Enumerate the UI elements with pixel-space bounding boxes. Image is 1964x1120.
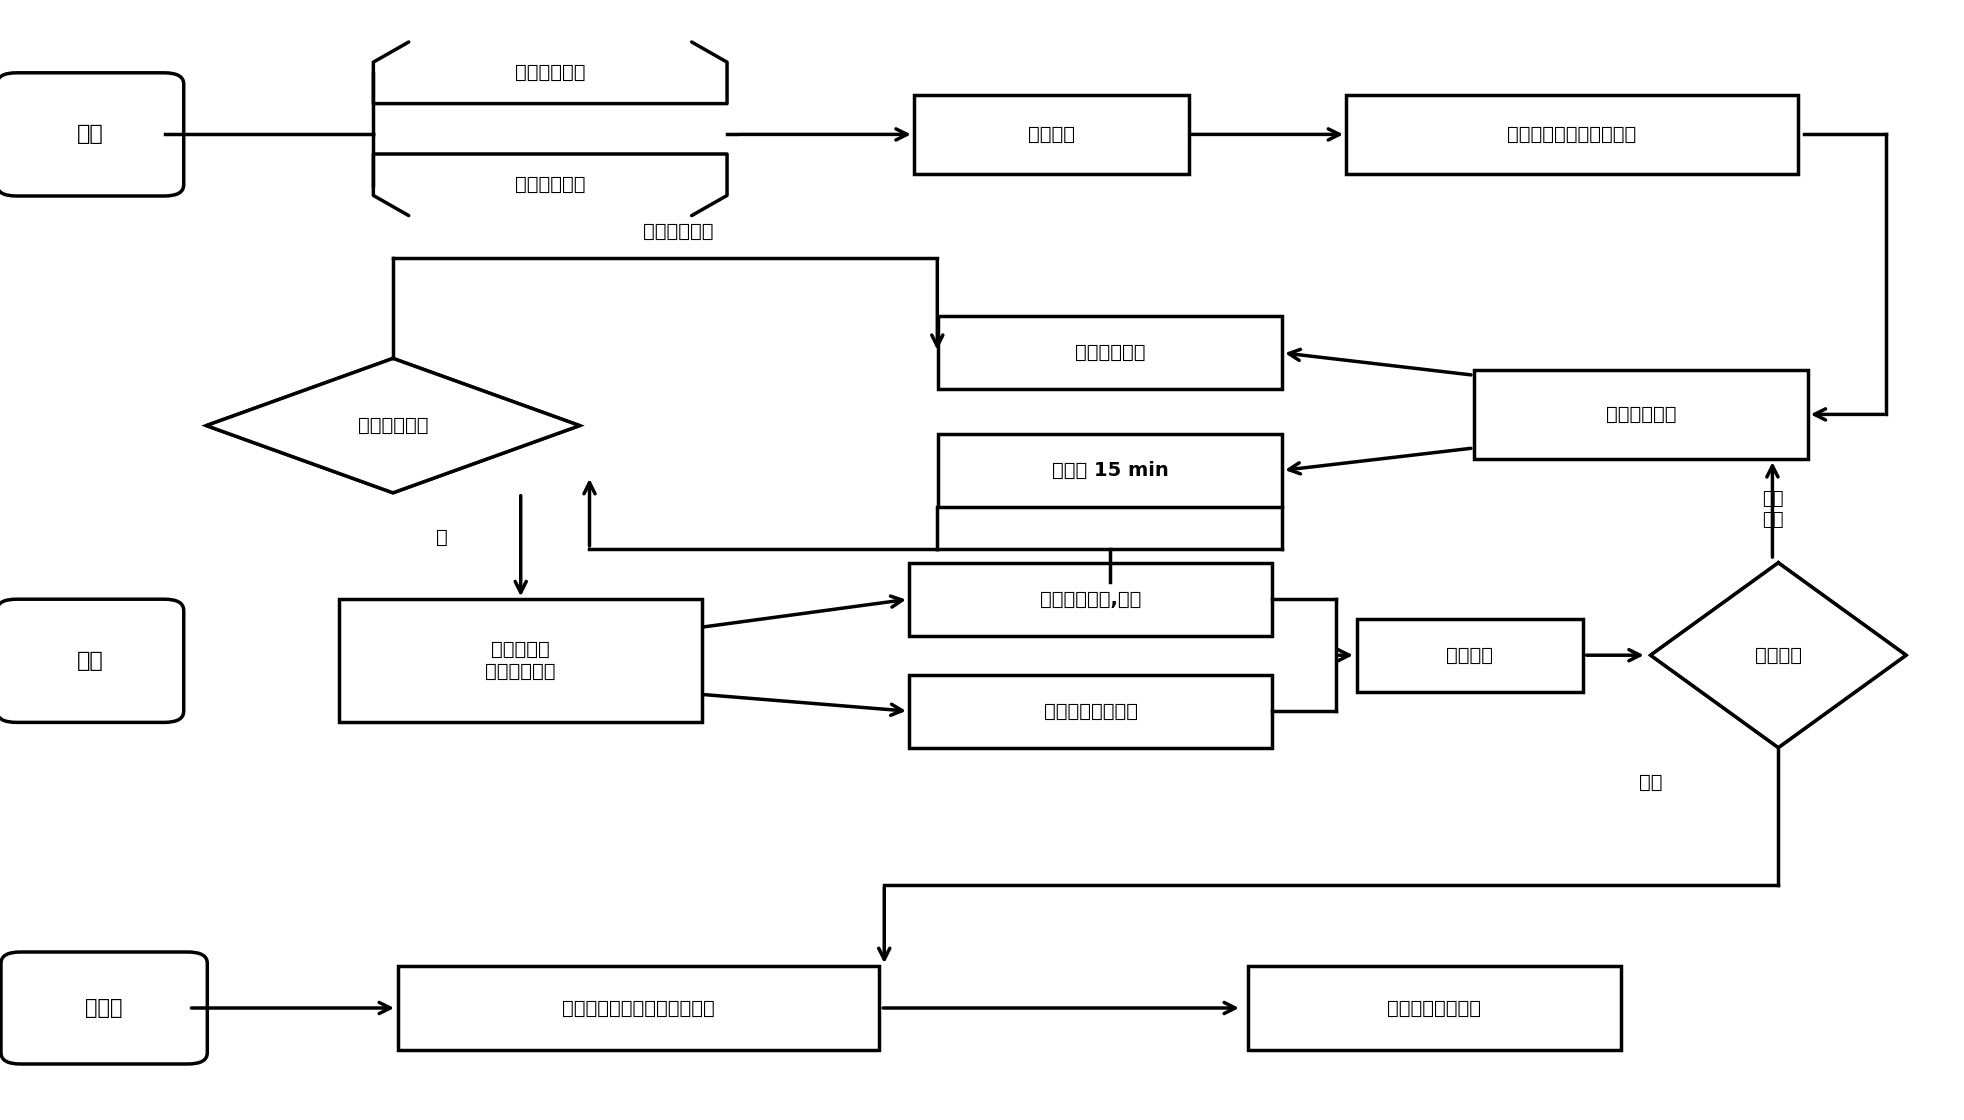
FancyBboxPatch shape — [1355, 619, 1583, 692]
Text: 分析处理测试数据: 分析处理测试数据 — [1387, 999, 1481, 1017]
FancyBboxPatch shape — [907, 563, 1273, 636]
FancyBboxPatch shape — [907, 674, 1273, 748]
Text: 完成: 完成 — [1638, 773, 1662, 792]
FancyBboxPatch shape — [340, 599, 703, 722]
Text: 色谱检测氧气: 色谱检测氧气 — [357, 417, 428, 435]
Text: 测试仪器就绪: 测试仪器就绪 — [515, 64, 585, 82]
Text: 准备: 准备 — [77, 124, 104, 144]
Text: 后处理: 后处理 — [84, 998, 124, 1018]
FancyBboxPatch shape — [1473, 370, 1807, 459]
Text: 调高压气瓶阀: 调高压气瓶阀 — [1605, 405, 1675, 423]
Text: 无: 无 — [436, 529, 448, 547]
Text: 关闭相关设备、清理反应器等: 关闭相关设备、清理反应器等 — [562, 999, 715, 1017]
FancyBboxPatch shape — [913, 95, 1188, 174]
Text: 产氢测试: 产氢测试 — [1754, 646, 1801, 664]
FancyBboxPatch shape — [1345, 95, 1797, 174]
Text: 设时间控制器: 设时间控制器 — [1074, 344, 1145, 362]
Text: 加载光源: 加载光源 — [1446, 646, 1493, 664]
Text: 调节稳流阀
设置反应压力: 调节稳流阀 设置反应压力 — [485, 641, 556, 681]
Text: 测试: 测试 — [77, 651, 104, 671]
FancyBboxPatch shape — [0, 952, 208, 1064]
Polygon shape — [206, 358, 579, 493]
Text: 测量载气流量,换算: 测量载气流量,换算 — [1039, 590, 1141, 608]
FancyBboxPatch shape — [0, 73, 185, 196]
Text: 补充
溶液: 补充 溶液 — [1762, 491, 1781, 529]
Text: 连接设备: 连接设备 — [1027, 125, 1074, 143]
FancyBboxPatch shape — [939, 317, 1281, 390]
FancyBboxPatch shape — [939, 435, 1281, 507]
FancyBboxPatch shape — [1247, 965, 1620, 1051]
FancyBboxPatch shape — [397, 965, 880, 1051]
Polygon shape — [1650, 563, 1905, 748]
Text: 有，继续吹扫: 有，继续吹扫 — [642, 222, 713, 241]
Text: 开搅拌、控温水、循环泵: 开搅拌、控温水、循环泵 — [1506, 125, 1636, 143]
Text: 反应相关准备: 反应相关准备 — [515, 176, 585, 194]
Text: 设置数据测试采集: 设置数据测试采集 — [1043, 702, 1137, 720]
Text: 或吹扫 15 min: 或吹扫 15 min — [1051, 461, 1169, 479]
FancyBboxPatch shape — [0, 599, 185, 722]
